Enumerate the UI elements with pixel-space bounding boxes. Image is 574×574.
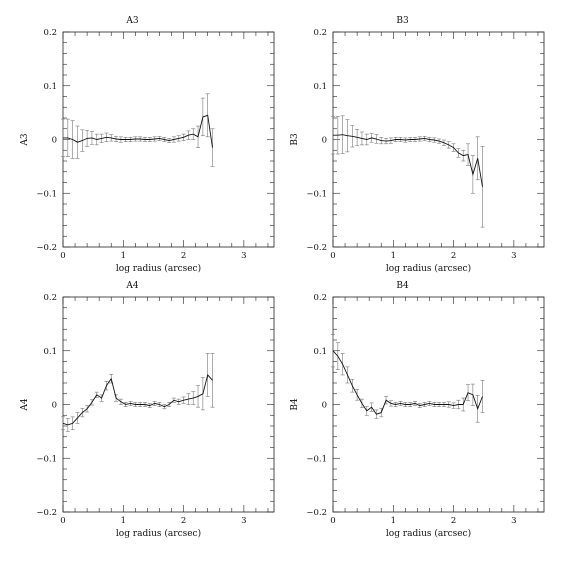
y-tick-label: −0.2 bbox=[36, 243, 57, 253]
chart-title: A4 bbox=[125, 281, 138, 291]
chart-panel-b4: 0 1 2 3 0.2 0.1 0 −0.1 −0.2 B4 log radius (arcsec)… bbox=[290, 281, 545, 539]
series-line bbox=[333, 134, 483, 187]
x-axis-label: log radius (arcsec) bbox=[116, 528, 201, 539]
x-tick-label: 0 bbox=[60, 516, 65, 526]
y-axis-label: A3 bbox=[20, 133, 30, 146]
x-tick-label: 2 bbox=[451, 516, 456, 526]
y-tick-label: −0.1 bbox=[36, 454, 57, 464]
y-tick-label: −0.1 bbox=[306, 454, 327, 464]
series-line bbox=[332, 350, 483, 415]
x-tick-label: 2 bbox=[181, 251, 186, 261]
chart-title: B3 bbox=[396, 16, 409, 26]
y-tick-label: 0.1 bbox=[313, 82, 327, 92]
x-tick-label: 0 bbox=[330, 251, 335, 261]
y-tick-label: 0 bbox=[322, 401, 327, 411]
x-tick-label: 3 bbox=[241, 251, 246, 261]
series-line bbox=[63, 114, 213, 148]
x-axis-label: log radius (arcsec) bbox=[386, 263, 471, 274]
x-tick-label: 1 bbox=[121, 516, 126, 526]
chart-panel-a3: 0 1 2 3 0.2 0.1 0 −0.1 −0.2 A3 log radius (arcsec)… bbox=[20, 16, 275, 274]
y-tick-label: −0.2 bbox=[306, 243, 327, 253]
x-tick-label: 3 bbox=[511, 251, 516, 261]
x-tick-label: 1 bbox=[391, 516, 396, 526]
plot-frame bbox=[62, 31, 275, 248]
y-axis-label: A4 bbox=[20, 398, 30, 411]
chart-panel-a4: 0 1 2 3 0.2 0.1 0 −0.1 −0.2 A4 log radius (arcsec)… bbox=[20, 281, 275, 539]
y-tick-label: −0.1 bbox=[306, 189, 327, 199]
x-tick-label: 3 bbox=[241, 516, 246, 526]
x-tick-label: 0 bbox=[60, 251, 65, 261]
x-tick-label: 2 bbox=[451, 251, 456, 261]
y-tick-label: 0 bbox=[52, 401, 57, 411]
y-tick-label: 0.2 bbox=[313, 28, 327, 38]
y-tick-label: 0 bbox=[322, 136, 327, 146]
x-tick-label: 0 bbox=[330, 516, 335, 526]
y-tick-label: 0 bbox=[52, 136, 57, 146]
x-axis-label: log radius (arcsec) bbox=[116, 263, 201, 274]
y-axis-label: B3 bbox=[290, 133, 300, 146]
y-tick-label: −0.2 bbox=[306, 508, 327, 518]
x-tick-label: 3 bbox=[511, 516, 516, 526]
y-tick-label: 0.1 bbox=[313, 347, 327, 357]
y-tick-label: −0.2 bbox=[36, 508, 57, 518]
x-tick-label: 2 bbox=[181, 516, 186, 526]
x-axis-label: log radius (arcsec) bbox=[386, 528, 471, 539]
plot-frame bbox=[332, 31, 545, 248]
y-axis-label: B4 bbox=[290, 398, 300, 411]
y-tick-label: −0.1 bbox=[36, 189, 57, 199]
x-tick-label: 1 bbox=[121, 251, 126, 261]
y-tick-label: 0.2 bbox=[313, 293, 327, 303]
y-tick-label: 0.1 bbox=[43, 82, 57, 92]
series-line bbox=[62, 373, 213, 426]
y-tick-label: 0.1 bbox=[43, 347, 57, 357]
chart-panel-b3: 0 1 2 3 0.2 0.1 0 −0.1 −0.2 B3 log radius (arcsec)… bbox=[290, 16, 545, 274]
x-tick-label: 1 bbox=[391, 251, 396, 261]
y-tick-label: 0.2 bbox=[43, 28, 57, 38]
chart-title: A3 bbox=[125, 16, 138, 26]
y-tick-label: 0.2 bbox=[43, 293, 57, 303]
chart-title: B4 bbox=[396, 281, 409, 291]
